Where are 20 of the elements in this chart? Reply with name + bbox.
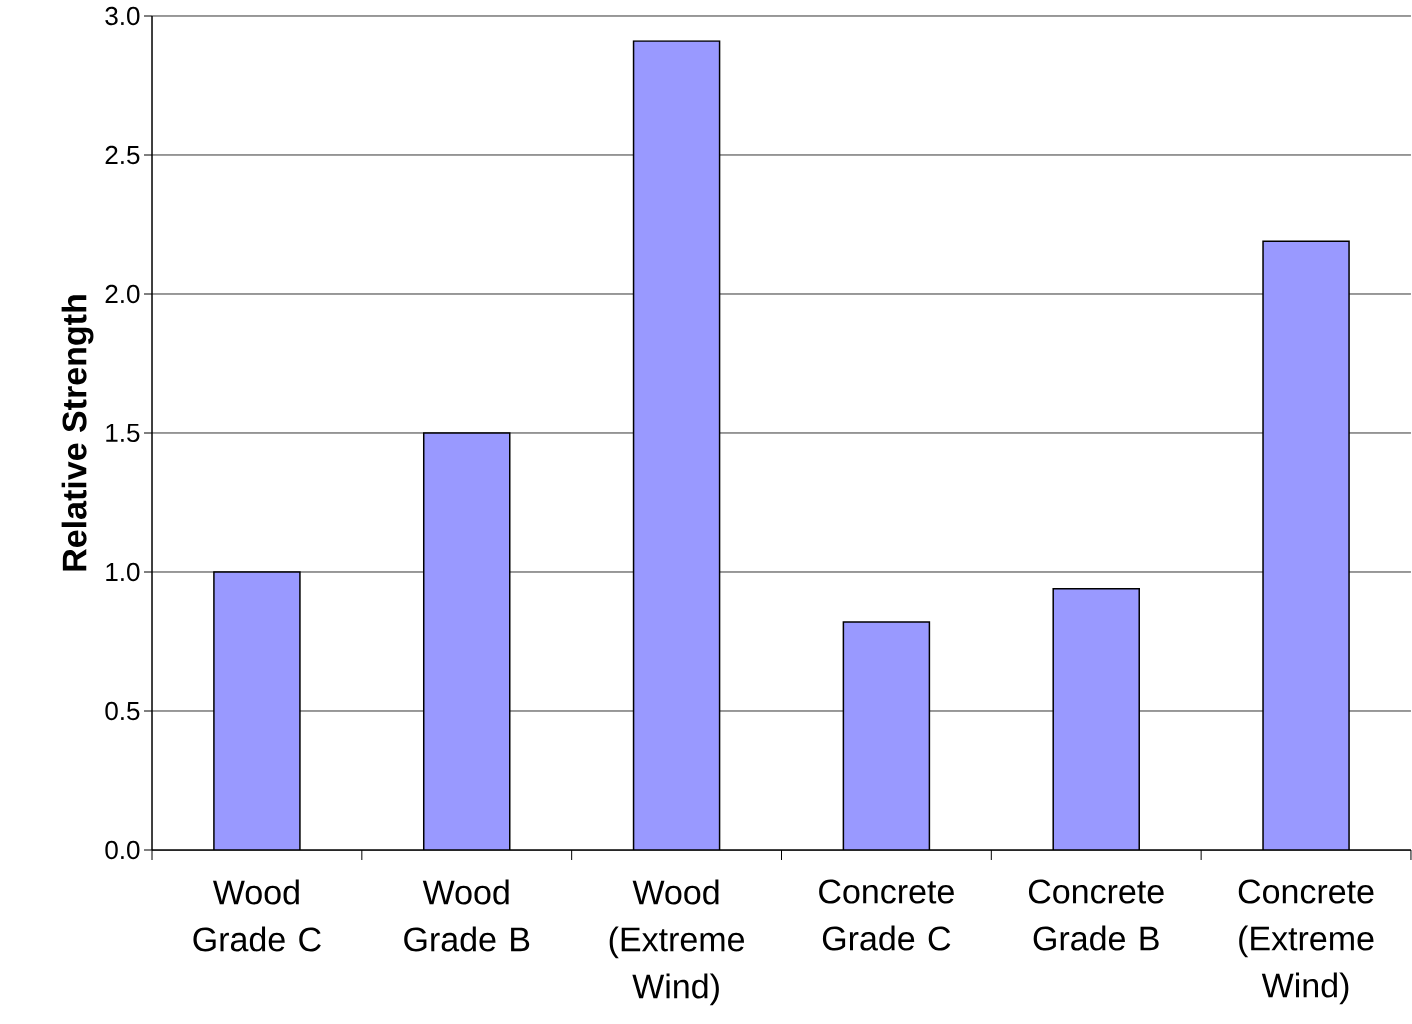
y-tick-label: 1.0 — [106, 562, 140, 582]
y-tick-label: 1.5 — [106, 423, 140, 443]
x-tick-label: Concrete Grade B — [1028, 879, 1164, 951]
x-tick-label: Concrete (Extreme Wind) — [1238, 879, 1374, 1005]
bar — [843, 622, 930, 850]
y-tick-label: 0.5 — [105, 701, 140, 721]
bar — [423, 432, 510, 850]
x-tick-label: Wood Grade C — [193, 879, 321, 952]
bar — [1262, 240, 1350, 850]
y-tick-label: 3.0 — [105, 6, 140, 26]
bar — [213, 571, 300, 850]
y-tick-label: 0.0 — [105, 840, 140, 860]
x-tick-label: Concrete Grade C — [819, 879, 954, 951]
y-tick-label: 2.0 — [105, 284, 140, 304]
bar — [633, 41, 720, 850]
x-tick-label: Wood (Extreme Wind) — [609, 879, 745, 1006]
bar — [1053, 588, 1140, 850]
y-axis-title: Relative Strength — [61, 295, 94, 571]
y-tick-label: 2.5 — [105, 145, 140, 165]
x-tick-label: Wood Grade B — [404, 879, 530, 952]
